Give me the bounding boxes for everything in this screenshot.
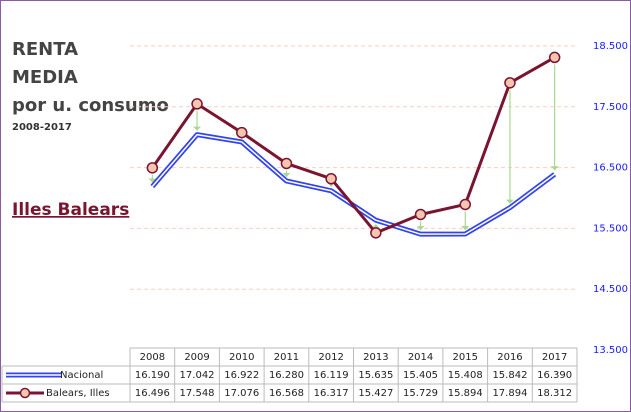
drop-arrow [416, 226, 425, 231]
table-value: 15.729 [403, 388, 438, 399]
annotation: Illes Balears [12, 200, 129, 220]
y-tick-label: 18.500 [593, 41, 628, 52]
x-tick-label: 2011 [274, 352, 299, 363]
x-tick-label: 2008 [140, 352, 165, 363]
drop-arrow [461, 225, 470, 230]
marker [548, 51, 561, 64]
x-tick-label: 2009 [184, 352, 209, 363]
table-value: 15.842 [492, 370, 527, 381]
y-tick-label: 16.500 [593, 163, 628, 174]
y-tick-label: 15.500 [593, 223, 628, 234]
table-value: 16.190 [135, 370, 170, 381]
x-tick-label: 2014 [408, 352, 433, 363]
table-value: 15.635 [358, 370, 393, 381]
marker [280, 157, 293, 170]
table-value: 16.922 [224, 370, 259, 381]
y-tick-label: 17.500 [593, 102, 628, 113]
marker [414, 208, 427, 221]
table-value: 16.568 [269, 388, 304, 399]
table-value: 17.894 [492, 388, 527, 399]
title: RENTA MEDIA por u. consumo [12, 39, 169, 116]
table-value: 15.894 [448, 388, 483, 399]
x-tick-label: 2010 [229, 352, 254, 363]
marker [236, 126, 248, 139]
table-value: 15.408 [448, 370, 483, 381]
y-tick-label: 13.500 [593, 345, 628, 356]
series-line [151, 56, 556, 235]
drop-arrow [193, 126, 202, 131]
drop-arrow [371, 224, 380, 229]
legend-label: Balears, Illes [46, 388, 110, 399]
table-value: 15.427 [358, 388, 393, 399]
drop-arrow [505, 199, 514, 204]
table-value: 16.390 [537, 370, 572, 381]
title-line: MEDIA [12, 67, 78, 88]
table-value: 16.496 [135, 388, 170, 399]
marker [504, 77, 516, 89]
x-tick-label: 2012 [318, 352, 343, 363]
marker [191, 98, 203, 110]
drop-arrow [148, 178, 157, 183]
x-tick-label: 2013 [363, 352, 388, 363]
drop-arrow [282, 172, 291, 177]
x-tick-label: 2016 [497, 352, 522, 363]
table-value: 16.280 [269, 370, 304, 381]
title-line: RENTA [12, 39, 78, 60]
table-value: 17.076 [224, 388, 259, 399]
table-value: 17.042 [180, 370, 215, 381]
subtitle: 2008-2017 [12, 122, 72, 133]
legend-label: Nacional [60, 370, 103, 381]
drop-arrow [550, 166, 559, 171]
x-tick-label: 2015 [453, 352, 478, 363]
x-tick-label: 2017 [542, 352, 567, 363]
y-tick-label: 14.500 [593, 284, 628, 295]
marker [325, 172, 337, 185]
table-value: 16.119 [314, 370, 349, 381]
table-value: 18.312 [537, 388, 572, 399]
table-value: 16.317 [314, 388, 349, 399]
legend-swatch [19, 387, 31, 399]
table-value: 15.405 [403, 370, 438, 381]
title-line: por u. consumo [12, 95, 169, 116]
marker [459, 198, 471, 211]
table-value: 17.548 [180, 388, 215, 399]
marker [370, 227, 382, 239]
marker [146, 162, 159, 174]
